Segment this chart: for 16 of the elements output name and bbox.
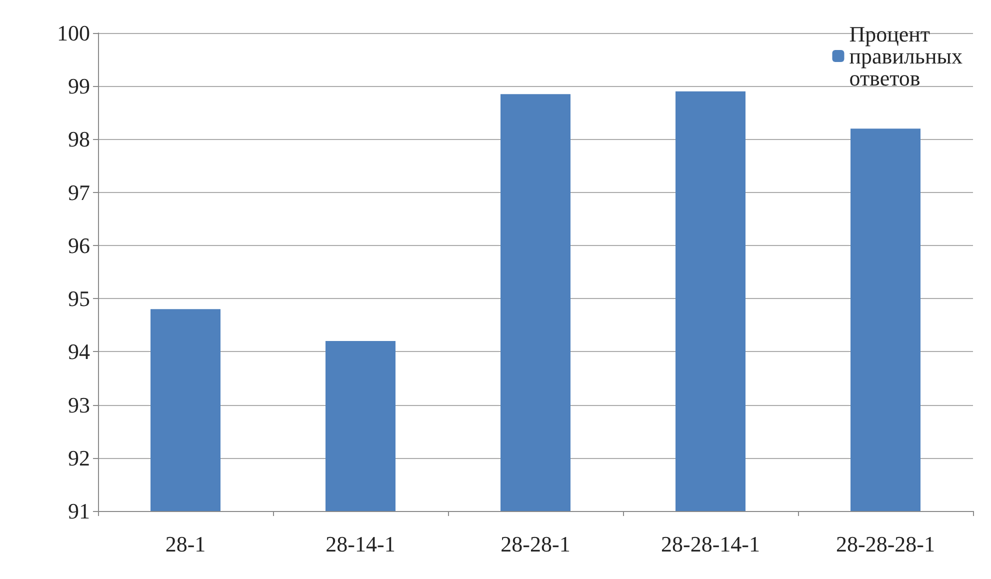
x-tick-label: 28-1 — [165, 532, 206, 556]
x-tick-label: 28-28-28-1 — [836, 532, 935, 556]
y-tick-label: 99 — [68, 74, 90, 99]
y-tick-label: 91 — [68, 498, 90, 524]
y-tick-label: 95 — [68, 286, 90, 312]
y-tick-label: 97 — [68, 180, 90, 205]
x-tick-label: 28-28-14-1 — [661, 532, 760, 556]
legend-label: Процент правильных ответов — [849, 22, 968, 90]
y-tick-label: 98 — [68, 126, 90, 152]
y-tick-label: 100 — [57, 20, 90, 46]
y-tick-label: 92 — [68, 445, 90, 470]
y-tick-label: 93 — [68, 392, 90, 418]
x-tick-label: 28-28-1 — [500, 532, 570, 556]
x-tick-label: 28-14-1 — [326, 532, 396, 556]
y-tick-label: 94 — [68, 339, 90, 364]
y-tick-label: 96 — [68, 232, 90, 258]
